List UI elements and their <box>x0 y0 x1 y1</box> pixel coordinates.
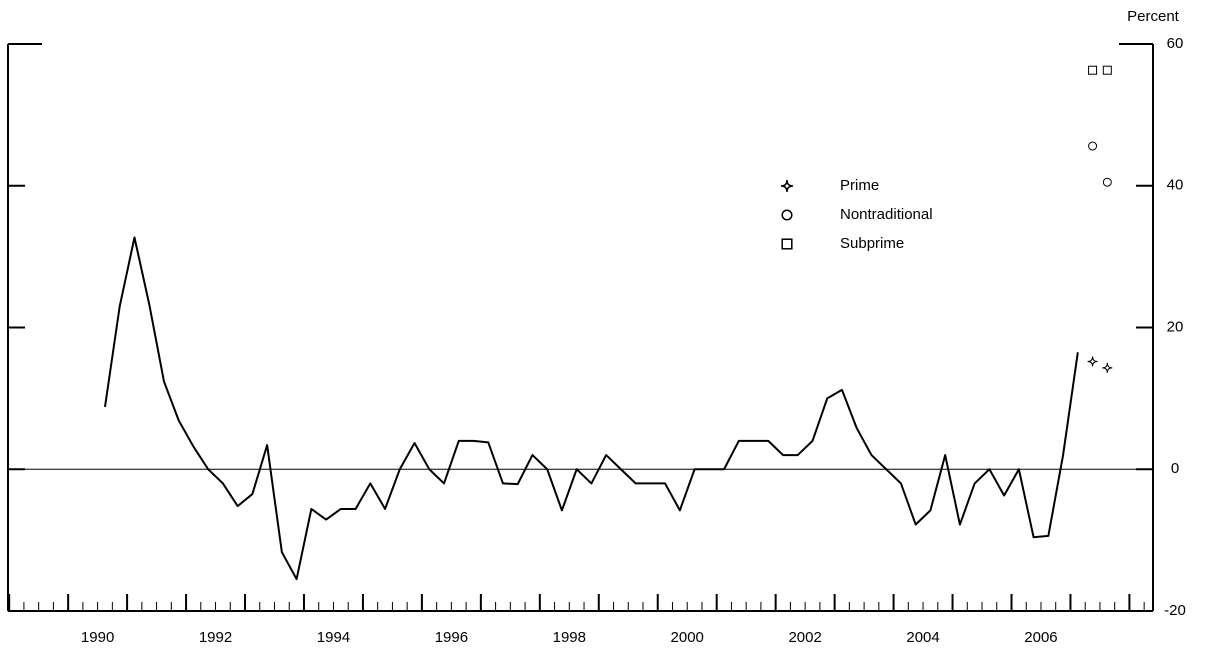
x-tick-label: 1996 <box>435 629 468 646</box>
marker-diamond <box>1102 362 1113 373</box>
marker-circle <box>1102 177 1112 187</box>
legend-label: Nontraditional <box>840 206 933 223</box>
marker-diamond <box>1087 356 1098 367</box>
x-tick-label: 1994 <box>317 629 350 646</box>
y-tick-label: 0 <box>1171 460 1179 477</box>
y-tick-label: -20 <box>1164 602 1186 619</box>
y-tick-label: 40 <box>1167 177 1184 194</box>
marker-square <box>1102 65 1112 75</box>
marker-square <box>781 238 793 250</box>
x-tick-label: 1990 <box>81 629 114 646</box>
x-tick-label: 2004 <box>906 629 939 646</box>
marker-circle <box>781 209 793 221</box>
marker-diamond <box>780 179 794 193</box>
legend-label: Prime <box>840 177 879 194</box>
legend-label: Subprime <box>840 235 904 252</box>
x-tick-label: 1998 <box>553 629 586 646</box>
y-axis-label: Percent <box>1127 8 1180 25</box>
x-tick-label: 2006 <box>1024 629 1057 646</box>
x-tick-label: 2000 <box>671 629 704 646</box>
marker-square <box>1088 65 1098 75</box>
marker-circle <box>1088 141 1098 151</box>
y-tick-label: 20 <box>1167 318 1184 335</box>
y-tick-label: 60 <box>1167 35 1184 52</box>
data-line <box>103 236 1079 581</box>
x-tick-label: 2002 <box>788 629 821 646</box>
x-tick-label: 1992 <box>199 629 232 646</box>
